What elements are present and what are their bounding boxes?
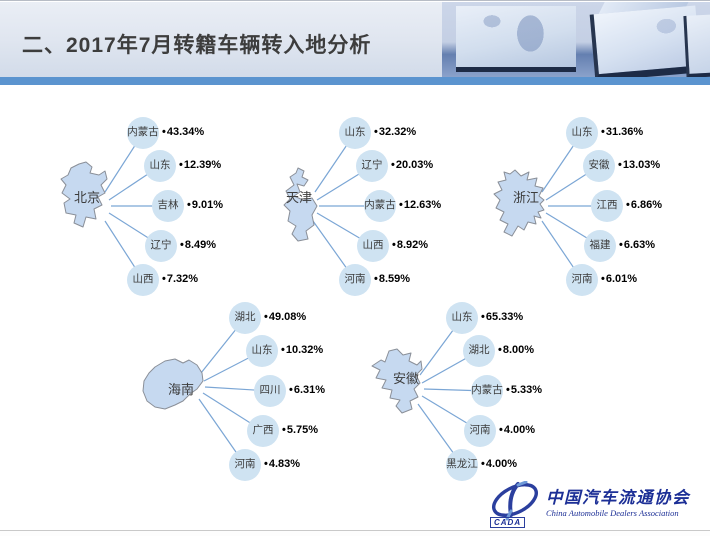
- dest-percent: 32.32%: [374, 126, 416, 138]
- dest-bubble: 吉林: [152, 190, 184, 222]
- dest-percent: 49.08%: [264, 311, 306, 323]
- dest-bubble: 河南: [339, 264, 371, 296]
- dest-percent: 6.31%: [289, 384, 325, 396]
- dest-percent: 7.32%: [162, 273, 198, 285]
- dest-percent: 6.63%: [619, 239, 655, 251]
- dest-bubble: 山东: [246, 335, 278, 367]
- dest-percent: 12.63%: [399, 199, 441, 211]
- province-label: 安徽: [392, 371, 419, 386]
- province-map-shape: [493, 169, 545, 237]
- dest-bubble: 湖北: [463, 335, 495, 367]
- dest-bubble: 内蒙古: [364, 190, 396, 222]
- cada-logo: CADA 中国汽车流通协会 China Automobile Dealers A…: [488, 481, 700, 529]
- cluster-hainan: 海南 湖北 山东 四川 广西 河南 49.08% 10.32% 6.31% 5.…: [142, 291, 367, 491]
- cada-name-chinese: 中国汽车流通协会: [546, 488, 690, 507]
- dest-percent: 20.03%: [391, 159, 433, 171]
- dest-percent: 4.83%: [264, 458, 300, 470]
- province-label: 天津: [285, 190, 312, 205]
- dest-percent: 9.01%: [187, 199, 223, 211]
- dest-bubble: 山东: [446, 302, 478, 334]
- cada-acronym: CADA: [490, 517, 526, 528]
- dest-bubble: 内蒙古: [127, 117, 159, 149]
- dest-percent: 31.36%: [601, 126, 643, 138]
- cluster-tianjin: 天津 山东 辽宁 内蒙古 山西 河南 32.32% 20.03% 12.63% …: [267, 106, 477, 306]
- decoration-box-left: [456, 6, 576, 72]
- dest-bubble: 河南: [229, 449, 261, 481]
- dest-bubble: 辽宁: [145, 230, 177, 262]
- dest-bubble: 山东: [566, 117, 598, 149]
- province-map-shape: [60, 161, 108, 228]
- dest-percent: 13.03%: [618, 159, 660, 171]
- dest-percent: 6.01%: [601, 273, 637, 285]
- dest-bubble: 河南: [464, 415, 496, 447]
- dest-bubble: 河南: [566, 264, 598, 296]
- dest-percent: 8.49%: [180, 239, 216, 251]
- dest-percent: 4.00%: [499, 424, 535, 436]
- province-label: 浙江: [512, 190, 539, 205]
- bottom-divider: [0, 530, 710, 536]
- cluster-beijing: 北京 内蒙古 山东 吉林 辽宁 山西 43.34% 12.39% 9.01% 8…: [55, 106, 265, 306]
- dest-percent: 8.59%: [374, 273, 410, 285]
- dest-percent: 5.75%: [282, 424, 318, 436]
- dest-percent: 4.00%: [481, 458, 517, 470]
- province-label: 海南: [167, 382, 194, 397]
- dest-bubble: 湖北: [229, 302, 261, 334]
- dest-bubble: 山东: [339, 117, 371, 149]
- dest-bubble: 山西: [357, 230, 389, 262]
- dest-percent: 5.33%: [506, 384, 542, 396]
- dest-bubble: 山西: [127, 264, 159, 296]
- dest-percent: 43.34%: [162, 126, 204, 138]
- dest-percent: 8.00%: [498, 344, 534, 356]
- dest-percent: 65.33%: [481, 311, 523, 323]
- cada-name-english: China Automobile Dealers Association: [546, 508, 679, 518]
- cluster-anhui: 安徽 山东 湖北 内蒙古 河南 黑龙江 65.33% 8.00% 5.33% 4…: [371, 291, 584, 491]
- dest-bubble: 福建: [584, 230, 616, 262]
- slide-title: 二、2017年7月转籍车辆转入地分析: [22, 34, 372, 57]
- slide-header: 二、2017年7月转籍车辆转入地分析: [0, 2, 710, 85]
- dest-percent: 8.92%: [392, 239, 428, 251]
- province-label: 北京: [73, 190, 100, 205]
- dest-bubble: 辽宁: [356, 150, 388, 182]
- dest-percent: 12.39%: [179, 159, 221, 171]
- province-map-shape: [371, 348, 423, 414]
- dest-percent: 6.86%: [626, 199, 662, 211]
- cluster-zhejiang: 浙江 山东 安徽 江西 福建 河南 31.36% 13.03% 6.86% 6.…: [493, 106, 704, 306]
- province-map-shape: [283, 167, 318, 242]
- decoration-box-right: [683, 14, 710, 78]
- header-accent-bar: [0, 77, 710, 85]
- cluster-beijing-graphic: [60, 132, 168, 281]
- dest-bubble: 四川: [254, 375, 286, 407]
- dest-bubble: 江西: [591, 190, 623, 222]
- dest-bubble: 内蒙古: [471, 375, 503, 407]
- dest-bubble: 安徽: [583, 150, 615, 182]
- dest-bubble: 黑龙江: [446, 449, 478, 481]
- dest-bubble: 广西: [247, 415, 279, 447]
- province-map-shape: [142, 358, 204, 410]
- dest-bubble: 山东: [144, 150, 176, 182]
- dest-percent: 10.32%: [281, 344, 323, 356]
- header-decoration-boxes: [442, 2, 710, 79]
